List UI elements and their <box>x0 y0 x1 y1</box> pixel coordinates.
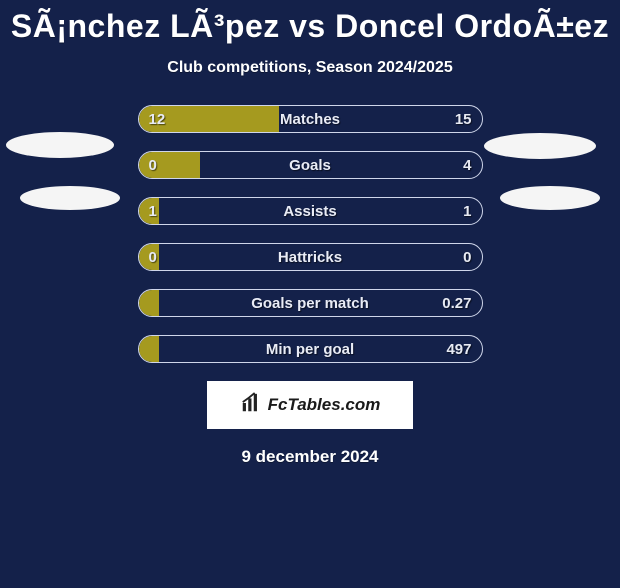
stat-value-right: 1 <box>463 198 471 224</box>
stat-row: 497Min per goal <box>138 335 483 363</box>
stat-row: 0.27Goals per match <box>138 289 483 317</box>
fctables-icon <box>240 392 262 419</box>
stat-rows: 1215Matches04Goals11Assists00Hattricks0.… <box>0 105 620 363</box>
stat-row: 04Goals <box>138 151 483 179</box>
date-label: 9 december 2024 <box>0 447 620 467</box>
stat-value-left: 0 <box>149 244 157 270</box>
stat-metric-label: Assists <box>139 198 482 224</box>
stat-row: 0 0Hattricks <box>138 243 483 271</box>
row-fill-left <box>139 290 160 316</box>
stat-value-right: 0 <box>463 244 471 270</box>
stat-metric-label: Hattricks <box>139 244 482 270</box>
stat-value-left: 12 <box>149 106 166 132</box>
stat-metric-label: Min per goal <box>139 336 482 362</box>
stat-value-right: 4 <box>463 152 471 178</box>
stat-row: 1 1Assists <box>138 197 483 225</box>
page-title: SÃ¡nchez LÃ³pez vs Doncel OrdoÃ±ez <box>0 8 620 45</box>
stat-metric-label: Goals per match <box>139 290 482 316</box>
stat-value-left: 1 <box>149 198 157 224</box>
row-fill-left <box>139 336 160 362</box>
stat-value-right: 15 <box>455 106 472 132</box>
stat-row: 1215Matches <box>138 105 483 133</box>
subtitle: Club competitions, Season 2024/2025 <box>0 59 620 77</box>
stat-value-right: 0.27 <box>442 290 471 316</box>
stat-value-right: 497 <box>446 336 471 362</box>
stat-value-left: 0 <box>149 152 157 178</box>
source-badge-text: FcTables.com <box>268 395 381 415</box>
source-badge: FcTables.com <box>207 381 413 429</box>
